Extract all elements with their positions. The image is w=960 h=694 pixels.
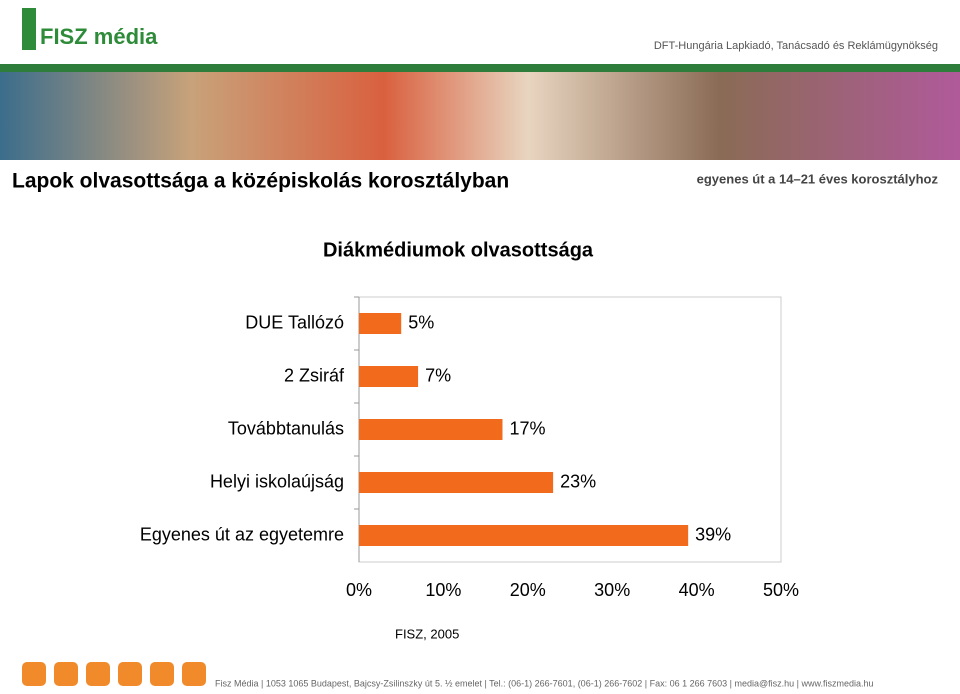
y-tick-label: Továbbtanulás: [228, 418, 344, 438]
y-tick-label: Egyenes út az egyetemre: [140, 524, 344, 544]
value-label: 23%: [560, 471, 596, 491]
source: FISZ, 2005: [395, 626, 459, 641]
logo: FISZ média: [40, 24, 158, 49]
x-tick-label: 50%: [763, 580, 799, 600]
value-label: 17%: [509, 418, 545, 438]
value-label: 39%: [695, 524, 731, 544]
x-tick-label: 10%: [425, 580, 461, 600]
bar: [359, 419, 503, 440]
logo-mark: [22, 8, 36, 50]
bar: [359, 313, 402, 334]
green-bar: [0, 64, 960, 72]
bar: [359, 472, 554, 493]
title-bar: [0, 160, 960, 200]
photo-banner: [0, 72, 960, 160]
x-tick-label: 30%: [594, 580, 630, 600]
x-tick-label: 0%: [346, 580, 372, 600]
footer: Fisz Média | 1053 1065 Budapest, Bajcsy-…: [215, 678, 874, 688]
y-tick-label: 2 Zsiráf: [284, 365, 345, 385]
y-tick-label: Helyi iskolaújság: [210, 471, 344, 491]
x-tick-label: 20%: [510, 580, 546, 600]
footer-icons: [22, 662, 206, 686]
slide-title: Lapok olvasottsága a középiskolás korosz…: [12, 170, 509, 193]
bar: [359, 366, 419, 387]
x-tick-label: 40%: [679, 580, 715, 600]
y-tick-label: DUE Tallózó: [245, 312, 344, 332]
slogan: egyenes út a 14–21 éves korosztályhoz: [697, 171, 939, 186]
chart-title: Diákmédiumok olvasottsága: [323, 239, 594, 261]
value-label: 5%: [408, 312, 434, 332]
bar: [359, 525, 689, 546]
company: DFT-Hungária Lapkiadó, Tanácsadó és Rekl…: [654, 40, 938, 52]
value-label: 7%: [425, 365, 451, 385]
